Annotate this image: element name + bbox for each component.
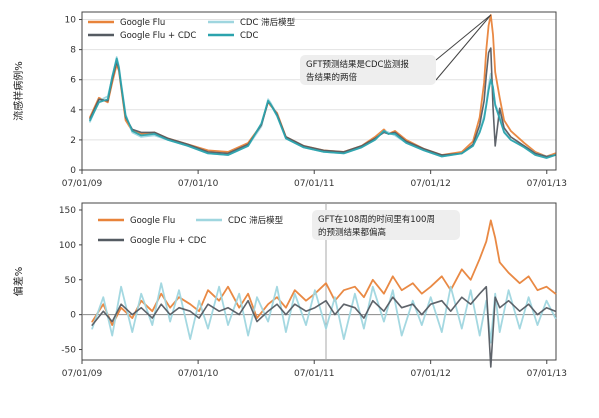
bottom-x-tick-label: 07/01/13 <box>527 369 567 379</box>
top-series-line <box>89 57 557 159</box>
callout-box <box>300 55 436 85</box>
bottom-y-tick-label: -50 <box>61 346 76 356</box>
top-x-tick-label: 07/01/09 <box>62 179 103 189</box>
bottom-x-tick-label: 07/01/09 <box>62 369 103 379</box>
bottom-y-tick-label: 50 <box>65 276 77 286</box>
legend-label: CDC <box>240 31 258 41</box>
legend-label: Google Flu + CDC <box>120 31 196 41</box>
top-x-tick-label: 07/01/10 <box>178 179 219 189</box>
top-y-tick-label: 2 <box>70 136 76 146</box>
top-y-tick-label: 8 <box>70 46 76 56</box>
top-y-axis-label: 流感样病例% <box>12 61 25 121</box>
callout-text-line-2: 告结果的两倍 <box>306 72 358 83</box>
bottom-plot-frame <box>81 202 557 361</box>
legend-label: Google Flu <box>120 18 165 28</box>
legend-label: CDC 滞后模型 <box>240 17 296 28</box>
bottom-series-line <box>91 285 557 368</box>
bottom-legend: Google Flu CDC 滞后模型 Google Flu + CDC <box>98 215 284 246</box>
bottom-x-tick-label: 07/01/12 <box>410 369 450 379</box>
top-plot-frame <box>81 11 557 171</box>
top-legend: Google Flu CDC 滞后模型 Google Flu + CDC CDC <box>88 17 296 41</box>
legend-label: Google Flu + CDC <box>130 236 206 246</box>
bottom-y-axis-label: 偏差% <box>12 267 25 297</box>
top-y-tick-label: 4 <box>70 106 76 116</box>
bottom-y-tick-label: 100 <box>59 241 76 251</box>
top-y-tick-label: 10 <box>65 16 77 26</box>
callout-text-line-1: GFT预测结果是CDC监测报 <box>306 59 409 70</box>
legend-label: CDC 滞后模型 <box>228 215 284 226</box>
bottom-x-tick-label: 07/01/11 <box>294 369 334 379</box>
callout-text-line-1: GFT在108周的时间里有100周 <box>318 214 435 225</box>
top-y-tick-label: 6 <box>70 76 76 86</box>
bottom-series-group <box>91 219 557 368</box>
bottom-y-tick-label: 0 <box>70 311 76 321</box>
bottom-x-tick-label: 07/01/10 <box>178 369 219 379</box>
top-y-tick-label: 0 <box>70 166 76 176</box>
top-x-tick-label: 07/01/11 <box>294 179 334 189</box>
top-x-tick-label: 07/01/12 <box>410 179 450 189</box>
bottom-panel: -50 0 50 100 150 07/01/09 07/01/10 07/01/11 07/0… <box>12 202 567 379</box>
callout-pointer-line <box>435 14 492 81</box>
top-axes: 0 2 4 6 8 10 07/01/09 07/01/10 07/01/11 07/01/12 0… <box>62 11 567 189</box>
callout-box <box>312 210 460 240</box>
top-panel: 0 2 4 6 8 10 07/01/09 07/01/10 07/01/11 07/01/12 0… <box>12 11 567 189</box>
top-series-group <box>89 14 557 159</box>
legend-label: Google Flu <box>130 216 175 226</box>
callout-pointer-line <box>435 14 492 61</box>
top-x-tick-label: 07/01/13 <box>527 179 567 189</box>
bottom-y-tick-label: 150 <box>59 206 76 216</box>
bottom-callout: GFT在108周的时间里有100周 的预测结果都偏高 <box>312 210 460 240</box>
callout-text-line-2: 的预测结果都偏高 <box>318 227 386 238</box>
top-callout: GFT预测结果是CDC监测报 告结果的两倍 <box>300 14 492 85</box>
bottom-axes: -50 0 50 100 150 07/01/09 07/01/10 07/01/11 07/0… <box>59 202 567 379</box>
